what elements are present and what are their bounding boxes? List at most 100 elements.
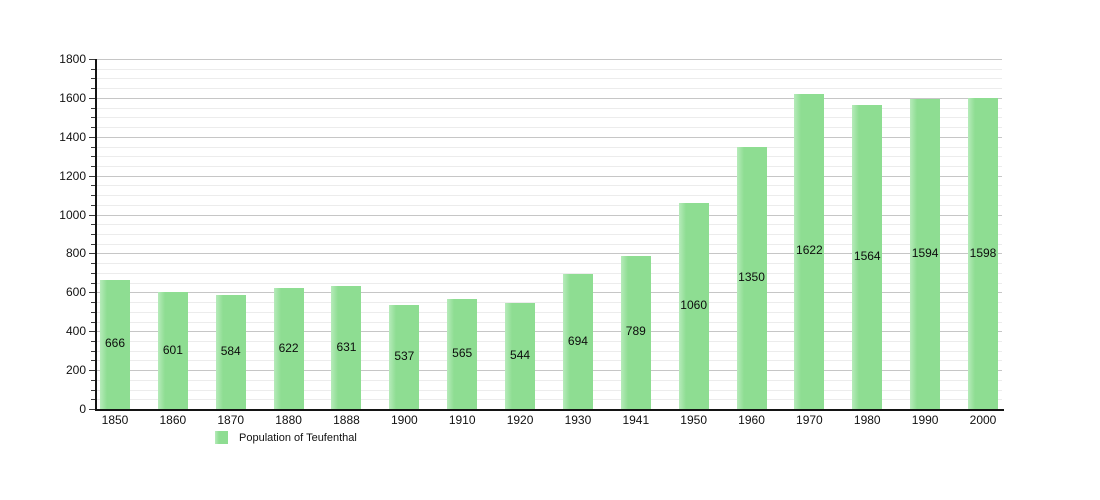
y-axis-label: 800 [65,246,86,261]
x-axis-line [95,409,1004,411]
y-axis-tick [89,292,95,294]
x-axis-label: 1850 [101,413,129,427]
y-axis-tick [91,272,95,274]
bar: 537 [389,304,420,409]
x-axis-label: 1960 [738,413,765,427]
y-axis-tick [89,175,95,177]
bar: 584 [215,295,246,409]
gridline-major [97,175,1002,177]
x-axis-label: 1980 [853,413,881,427]
gridline-minor [97,282,1002,284]
gridline-minor [97,243,1002,245]
bar: 1060 [678,202,709,409]
y-axis-tick [91,195,95,197]
gridline-minor [97,117,1002,119]
gridline-minor [97,234,1002,235]
gridline-major [97,292,1002,294]
gridline-minor [97,107,1002,109]
y-axis-tick [89,214,95,216]
x-axis-label: 1900 [390,413,418,427]
x-axis-label: 1990 [911,413,939,427]
y-axis-tick [89,136,95,138]
y-axis-tick [91,234,95,235]
x-axis-label: 1970 [796,413,823,427]
bar-value-label: 1060 [680,297,707,312]
y-axis-tick [91,379,95,381]
y-axis-tick [91,88,95,90]
bar: 1598 [968,98,998,409]
y-axis-label: 1600 [59,90,86,105]
gridline-minor [97,127,1002,129]
gridline-minor [97,272,1002,274]
bar-value-label: 544 [510,348,531,363]
y-axis-tick [91,302,95,304]
bar: 1594 [910,99,941,409]
gridline-minor [97,340,1002,342]
bar-value-label: 1350 [738,269,765,284]
x-axis-label: 2000 [969,413,997,427]
gridline-minor [97,165,1002,167]
gridline-minor [97,321,1002,323]
y-axis-tick [89,59,95,60]
y-axis-tick [91,117,95,119]
y-axis-tick [91,156,95,158]
y-axis-label: 200 [65,363,86,378]
bar-value-label: 1598 [969,245,997,260]
legend-label: Population of Teufenthal [239,431,357,444]
x-axis-label: 1880 [275,413,302,427]
y-axis-label: 600 [65,285,86,300]
bar: 694 [562,274,593,409]
x-axis-label: 1870 [217,413,245,427]
gridline-minor [97,224,1002,226]
y-axis-tick [91,165,95,167]
y-axis-tick [89,331,95,333]
y-axis-tick [89,370,95,372]
x-axis-label: 1941 [622,413,650,427]
gridline-minor [97,350,1002,352]
y-axis-tick [91,321,95,323]
x-axis-label: 1888 [333,413,360,427]
bar-value-label: 789 [625,324,646,339]
bar: 666 [100,279,130,409]
gridline-major [97,59,1002,60]
bar: 1350 [736,146,767,409]
y-axis-tick [91,399,95,401]
gridline-major [97,97,1002,99]
bar-value-label: 565 [452,346,473,361]
gridline-major [97,331,1002,333]
y-axis-tick [91,243,95,245]
bar: 565 [447,299,478,409]
y-axis-tick [91,146,95,148]
bar-value-label: 1594 [911,246,939,261]
gridline-major [97,136,1002,138]
y-axis-label: 1000 [59,207,86,222]
gridline-minor [97,399,1002,401]
bar-value-label: 694 [567,333,588,348]
gridline-minor [97,204,1002,206]
y-axis-label: 400 [65,324,86,339]
gridline-minor [97,360,1002,362]
bar-value-label: 622 [278,340,299,355]
gridline-minor [97,195,1002,197]
bar-value-label: 584 [220,344,241,359]
x-axis-label: 1930 [564,413,592,427]
gridline-minor [97,302,1002,304]
gridline-minor [97,311,1002,313]
bar-value-label: 1622 [796,243,823,258]
y-axis-tick [89,97,95,99]
y-axis-line [95,59,97,411]
gridline-minor [97,379,1002,381]
y-axis-tick [91,360,95,362]
legend-swatch [215,431,228,444]
gridline-minor [97,146,1002,148]
gridline-minor [97,156,1002,158]
y-axis-tick [91,204,95,206]
y-axis-tick [91,78,95,80]
y-axis-tick [91,263,95,265]
gridline-minor [97,88,1002,90]
bar-value-label: 601 [162,342,183,357]
x-axis-label: 1920 [506,413,534,427]
bar: 622 [273,288,304,409]
y-axis-tick [91,340,95,342]
